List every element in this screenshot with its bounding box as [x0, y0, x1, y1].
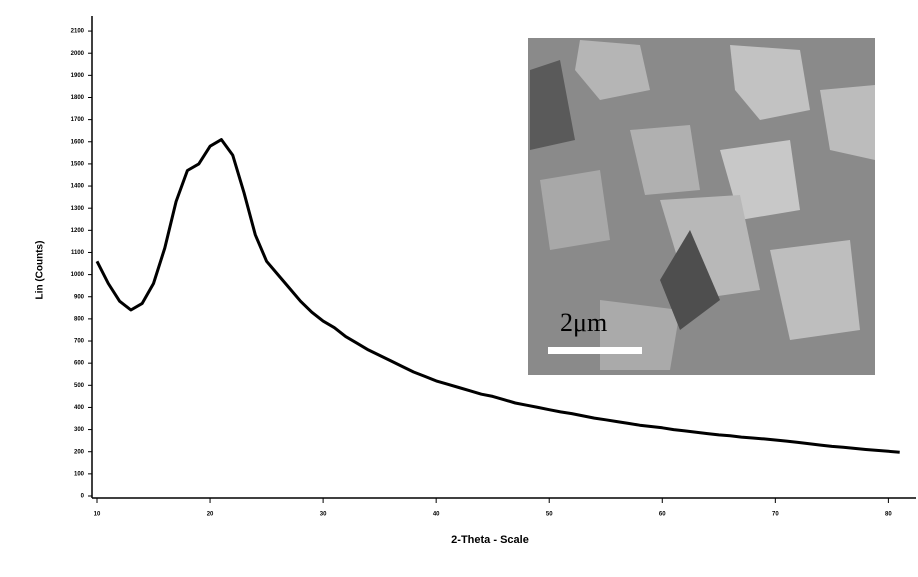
chart: 2μm Lin (Counts) 2-Theta - Scale 0 100 200… — [0, 0, 918, 577]
x-tick-label: 50 — [546, 512, 553, 518]
y-tick-label: 1900 — [71, 73, 85, 79]
y-tick-label: 1700 — [71, 117, 85, 123]
y-tick-label: 1400 — [71, 184, 85, 190]
y-axis-label: Lin (Counts) — [35, 241, 46, 300]
y-tick-label: 1600 — [71, 139, 85, 145]
y-tick-label: 900 — [74, 294, 85, 300]
y-tick-label: 2100 — [71, 29, 85, 35]
y-tick-label: 200 — [74, 449, 85, 455]
sem-inset: 2μm — [528, 38, 875, 375]
y-tick-label: 500 — [74, 383, 85, 389]
y-tick-label: 300 — [74, 427, 85, 433]
x-tick-label: 60 — [659, 512, 666, 518]
particle — [540, 170, 610, 250]
y-tick-label: 600 — [74, 361, 85, 367]
y-tick-label: 1100 — [71, 250, 85, 256]
y-tick-label: 400 — [74, 405, 85, 411]
x-tick-label: 70 — [772, 512, 779, 518]
particle — [600, 300, 680, 370]
y-tick-label: 1200 — [71, 228, 85, 234]
scale-label: 2μm — [560, 308, 607, 337]
y-tick-label: 1000 — [71, 272, 85, 278]
x-tick-label: 10 — [94, 512, 101, 518]
y-tick-label: 1800 — [71, 95, 85, 101]
x-axis-label: 2-Theta - Scale — [451, 534, 529, 546]
y-tick-label: 0 — [81, 494, 85, 500]
scale-bar — [548, 347, 642, 354]
x-tick-label: 30 — [320, 512, 327, 518]
x-tick-label: 20 — [207, 512, 214, 518]
y-tick-label: 800 — [74, 316, 85, 322]
y-tick-label: 1500 — [71, 161, 85, 167]
y-tick-label: 700 — [74, 339, 85, 345]
y-tick-label: 2000 — [71, 51, 85, 57]
x-tick-label: 80 — [885, 512, 892, 518]
x-tick-label: 40 — [433, 512, 440, 518]
y-tick-label: 100 — [74, 471, 85, 477]
y-tick-label: 1300 — [71, 206, 85, 212]
